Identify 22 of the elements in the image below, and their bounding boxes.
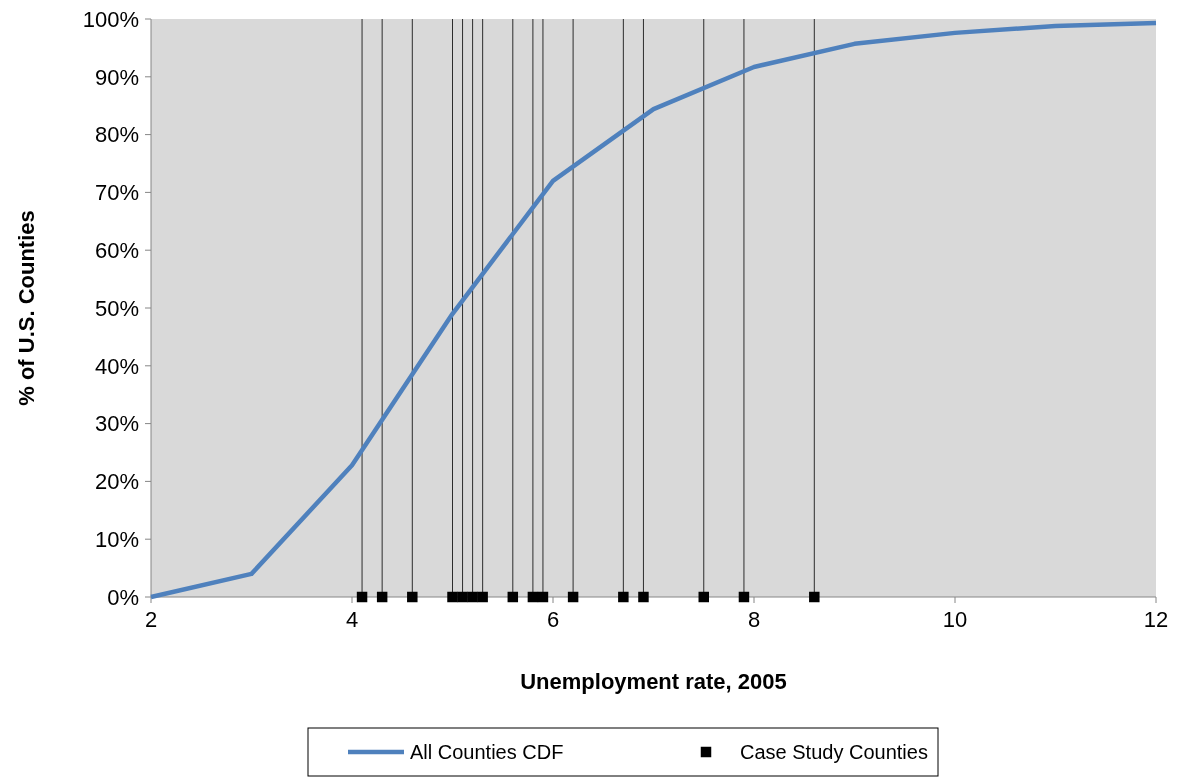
- x-tick-label: 2: [144, 607, 158, 632]
- y-tick-label: 20%: [94, 469, 139, 495]
- y-tick-label: 90%: [94, 64, 139, 90]
- x-axis-title: Unemployment rate, 2005: [520, 669, 787, 694]
- y-tick-label: 10%: [94, 526, 139, 552]
- x-tick-label: 10: [942, 607, 968, 632]
- line-series: [148, 20, 1159, 600]
- y-tick-label: 70%: [94, 180, 139, 206]
- legend-label: All Counties CDF: [410, 741, 564, 763]
- x-tick-label: 6: [546, 607, 560, 632]
- y-tick-label: 100%: [82, 6, 139, 32]
- y-tick-label: 30%: [94, 411, 139, 437]
- x-tick-label: 8: [747, 607, 761, 632]
- y-axis-title: % of U.S. Counties: [14, 210, 39, 406]
- legend-label: Case Study Counties: [740, 741, 928, 763]
- y-tick-label: 50%: [94, 295, 139, 321]
- y-tick-label: 80%: [94, 122, 139, 148]
- x-tick-label: 4: [345, 607, 359, 632]
- x-tick-label: 12: [1143, 607, 1169, 632]
- y-tick-label: 60%: [94, 237, 139, 263]
- y-tick-label: 0%: [107, 584, 139, 610]
- y-tick-label: 40%: [94, 353, 139, 379]
